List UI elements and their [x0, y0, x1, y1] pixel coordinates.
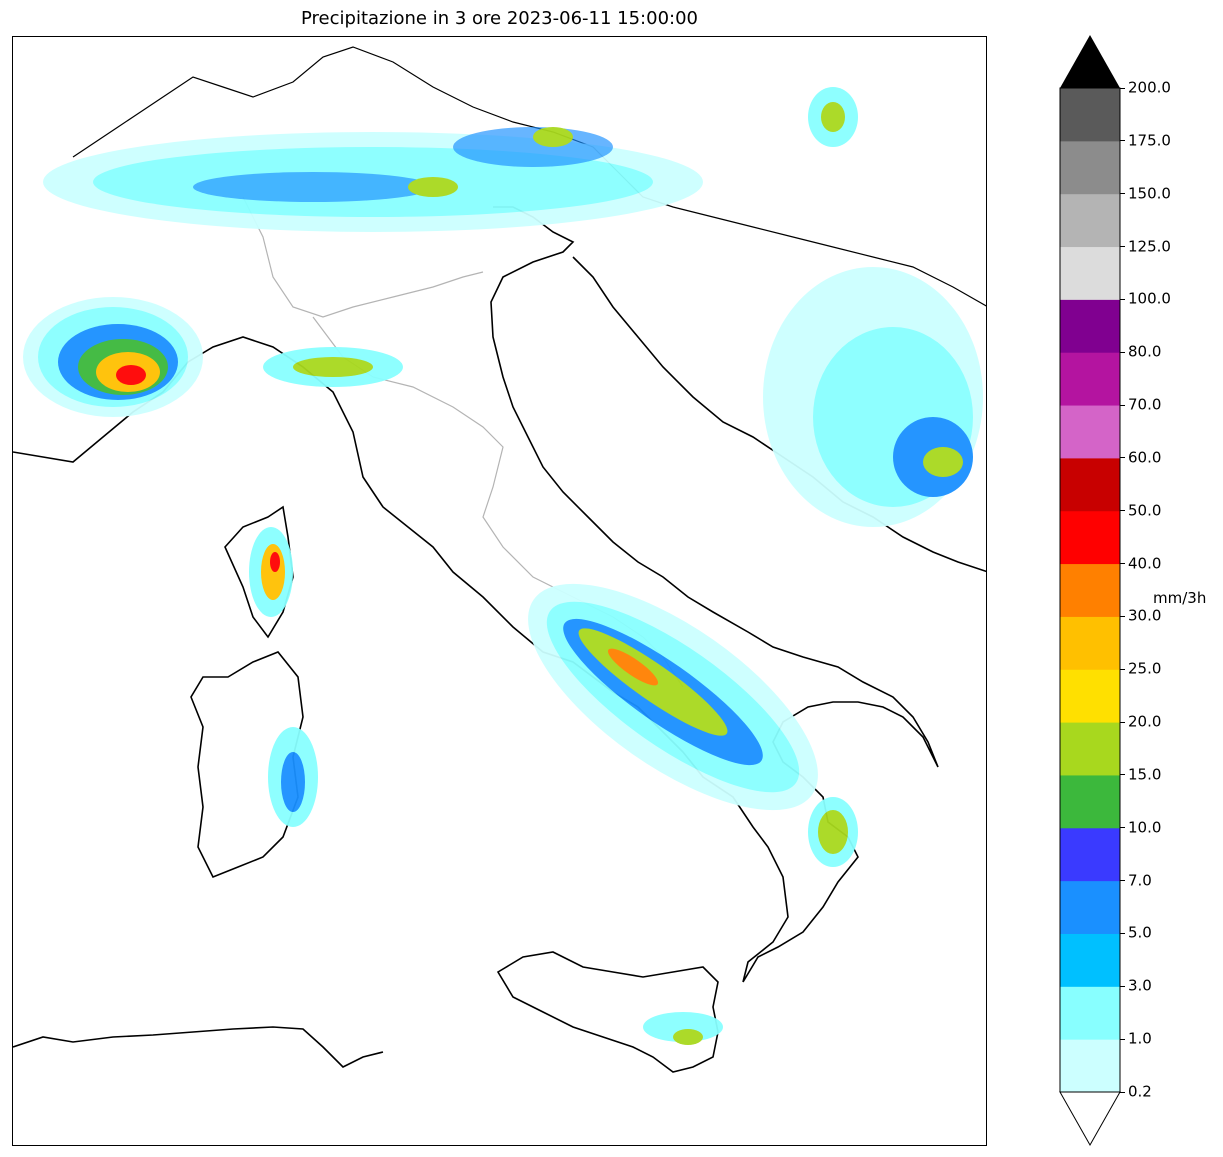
- colorbar-tick-label: 30.0: [1128, 606, 1162, 625]
- sicily-coastline: [496, 951, 719, 1073]
- colorbar-band: [1060, 774, 1120, 829]
- colorbar-band: [1060, 405, 1120, 459]
- colorbar-tick-mark: [1120, 510, 1125, 512]
- colorbar-tick-label: 200.0: [1128, 78, 1171, 97]
- balkan-coastline: [572, 256, 986, 573]
- country-borders: [72, 46, 986, 307]
- colorbar-unit-label: mm/3h: [1153, 589, 1207, 607]
- colorbar-band: [1060, 827, 1120, 882]
- colorbar-tick-mark: [1120, 193, 1125, 195]
- colorbar-tick-mark: [1120, 721, 1125, 723]
- colorbar-tick-mark: [1120, 404, 1125, 406]
- colorbar-tick-mark: [1120, 140, 1125, 142]
- colorbar-band: [1060, 457, 1120, 512]
- colorbar-tick-mark: [1120, 880, 1125, 882]
- colorbar-band: [1060, 616, 1120, 670]
- colorbar-band: [1060, 880, 1120, 934]
- colorbar-tick-label: 60.0: [1128, 448, 1162, 467]
- colorbar-band: [1060, 88, 1120, 142]
- colorbar-tick-mark: [1120, 87, 1125, 89]
- colorbar-tick-mark: [1120, 563, 1125, 565]
- colorbar-tick-mark: [1120, 246, 1125, 248]
- colorbar-tick-label: 5.0: [1128, 923, 1152, 942]
- colorbar-tick-label: 7.0: [1128, 871, 1152, 890]
- precipitation-field: [23, 87, 983, 1045]
- colorbar-tick-label: 0.2: [1128, 1082, 1152, 1101]
- colorbar-tick-mark: [1120, 1038, 1125, 1040]
- colorbar-tick-label: 1.0: [1128, 1029, 1152, 1048]
- colorbar-tick-label: 150.0: [1128, 184, 1171, 203]
- corsica-coastline: [224, 505, 294, 639]
- colorbar-tick-mark: [1120, 774, 1125, 776]
- colorbar-tick-mark: [1120, 985, 1125, 987]
- colorbar-tick-mark: [1120, 1091, 1125, 1093]
- colorbar-band: [1060, 510, 1120, 565]
- colorbar-tick-label: 10.0: [1128, 818, 1162, 837]
- colorbar-tick-label: 175.0: [1128, 131, 1171, 150]
- colorbar-tick-label: 25.0: [1128, 659, 1162, 678]
- colorbar-band: [1060, 193, 1120, 248]
- colorbar-band: [1060, 933, 1120, 987]
- colorbar-tick-label: 125.0: [1128, 237, 1171, 256]
- colorbar-tick-mark: [1120, 827, 1125, 829]
- colorbar-tick-label: 15.0: [1128, 765, 1162, 784]
- colorbar-band: [1060, 722, 1120, 776]
- sardinia-coastline: [190, 651, 304, 879]
- colorbar-band: [1060, 986, 1120, 1040]
- colorbar-tick-label: 40.0: [1128, 554, 1162, 573]
- colorbar-tick-mark: [1120, 615, 1125, 617]
- colorbar-tick-label: 80.0: [1128, 342, 1162, 361]
- africa-coastline: [13, 1026, 384, 1068]
- colorbar-over-extension: [1060, 35, 1120, 88]
- colorbar-band: [1060, 1039, 1120, 1093]
- colorbar-tick-label: 3.0: [1128, 976, 1152, 995]
- colorbar-band: [1060, 246, 1120, 300]
- colorbar-tick-label: 100.0: [1128, 289, 1171, 308]
- colorbar: [1059, 35, 1121, 1147]
- map-area: [12, 36, 987, 1146]
- colorbar-tick-mark: [1120, 668, 1125, 670]
- colorbar-tick-label: 70.0: [1128, 395, 1162, 414]
- colorbar-tick-label: 50.0: [1128, 501, 1162, 520]
- colorbar-tick-mark: [1120, 457, 1125, 459]
- colorbar-tick-mark: [1120, 298, 1125, 300]
- colorbar-tick-mark: [1120, 932, 1125, 934]
- colorbar-band: [1060, 299, 1120, 353]
- colorbar-band: [1060, 140, 1120, 195]
- colorbar-tick-mark: [1120, 351, 1125, 353]
- colorbar-band: [1060, 352, 1120, 406]
- colorbar-under-extension: [1059, 1091, 1121, 1147]
- colorbar-band: [1060, 669, 1120, 723]
- map-title: Precipitazione in 3 ore 2023-06-11 15:00…: [301, 8, 698, 29]
- colorbar-outline: [1059, 87, 1121, 1093]
- colorbar-tick-label: 20.0: [1128, 712, 1162, 731]
- colorbar-band: [1060, 563, 1120, 617]
